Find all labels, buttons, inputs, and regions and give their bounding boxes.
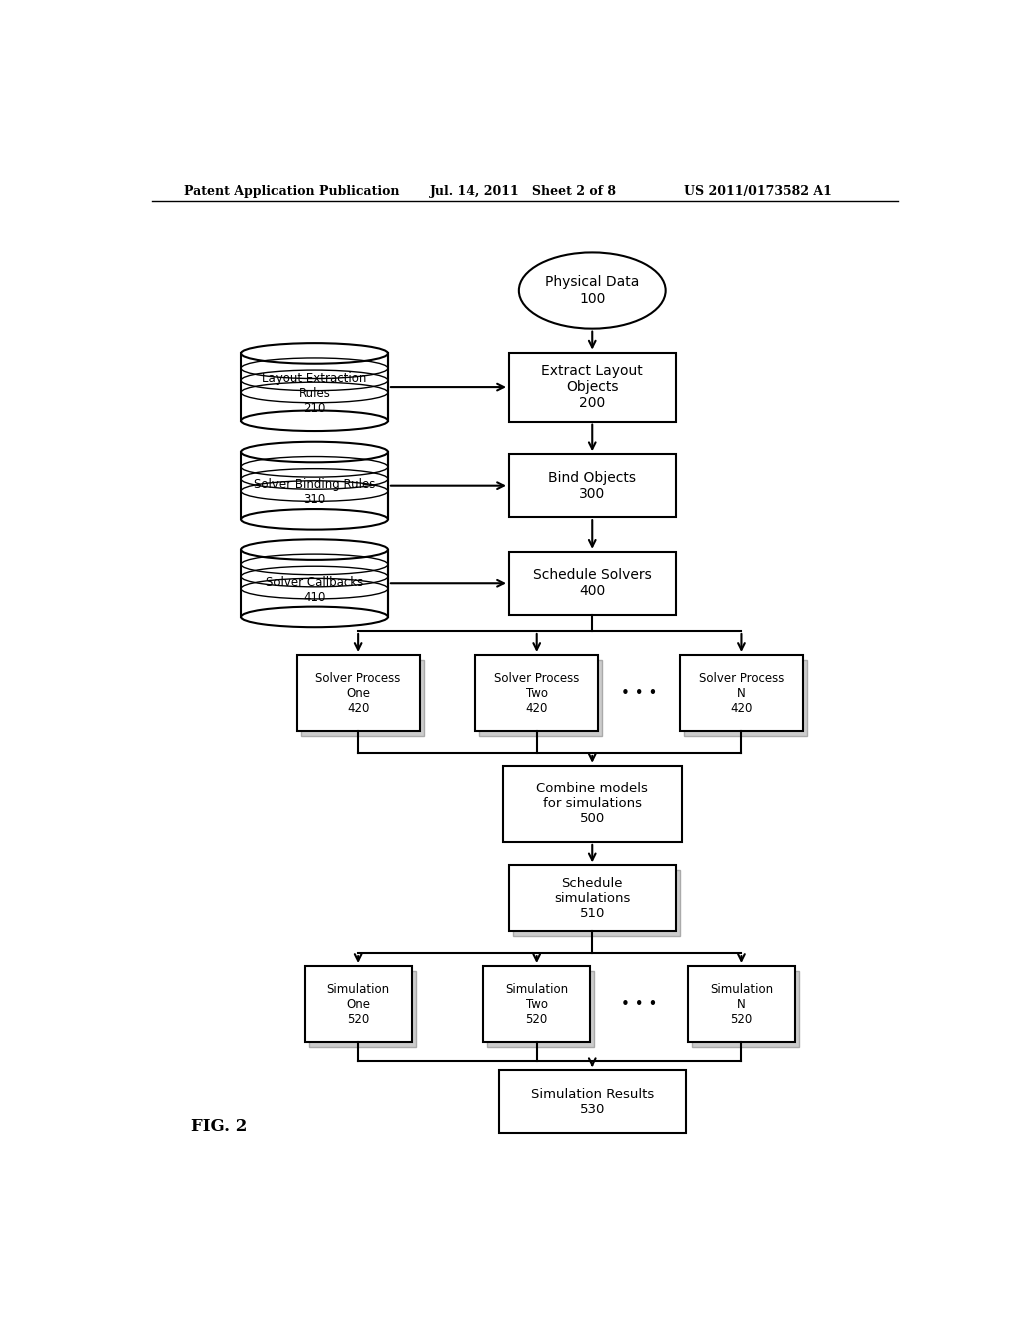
- Text: Extract Layout
Objects
200: Extract Layout Objects 200: [542, 364, 643, 411]
- Ellipse shape: [241, 607, 388, 627]
- FancyBboxPatch shape: [499, 1071, 685, 1133]
- FancyBboxPatch shape: [503, 766, 682, 842]
- Text: Layout Extraction
Rules
210: Layout Extraction Rules 210: [262, 372, 367, 416]
- Text: FIG. 2: FIG. 2: [191, 1118, 248, 1134]
- FancyBboxPatch shape: [509, 552, 676, 615]
- Text: Solver Callbacks
410: Solver Callbacks 410: [266, 576, 364, 605]
- Text: Physical Data
100: Physical Data 100: [545, 276, 639, 306]
- FancyBboxPatch shape: [509, 454, 676, 517]
- Text: Solver Process
One
420: Solver Process One 420: [315, 672, 400, 714]
- Ellipse shape: [241, 540, 388, 560]
- FancyBboxPatch shape: [297, 655, 420, 731]
- Text: Jul. 14, 2011   Sheet 2 of 8: Jul. 14, 2011 Sheet 2 of 8: [430, 185, 616, 198]
- FancyBboxPatch shape: [479, 660, 602, 737]
- Text: Patent Application Publication: Patent Application Publication: [183, 185, 399, 198]
- Text: Simulation
N
520: Simulation N 520: [710, 982, 773, 1026]
- Text: Solver Binding Rules
310: Solver Binding Rules 310: [254, 478, 375, 507]
- Ellipse shape: [241, 442, 388, 462]
- FancyBboxPatch shape: [304, 966, 412, 1043]
- FancyBboxPatch shape: [308, 972, 416, 1047]
- FancyBboxPatch shape: [684, 660, 807, 737]
- Ellipse shape: [241, 343, 388, 364]
- FancyBboxPatch shape: [688, 966, 795, 1043]
- Text: Simulation
Two
520: Simulation Two 520: [505, 982, 568, 1026]
- FancyBboxPatch shape: [513, 870, 680, 936]
- FancyBboxPatch shape: [692, 972, 799, 1047]
- FancyBboxPatch shape: [475, 655, 598, 731]
- Text: • • •: • • •: [621, 997, 657, 1011]
- Text: Simulation Results
530: Simulation Results 530: [530, 1088, 654, 1115]
- Text: Solver Process
N
420: Solver Process N 420: [698, 672, 784, 714]
- FancyBboxPatch shape: [487, 972, 594, 1047]
- FancyBboxPatch shape: [301, 660, 424, 737]
- Text: US 2011/0173582 A1: US 2011/0173582 A1: [684, 185, 831, 198]
- Ellipse shape: [241, 411, 388, 432]
- Text: Simulation
One
520: Simulation One 520: [327, 982, 390, 1026]
- Text: Schedule
simulations
510: Schedule simulations 510: [554, 876, 631, 920]
- Text: • • •: • • •: [621, 685, 657, 701]
- Text: Solver Process
Two
420: Solver Process Two 420: [494, 672, 580, 714]
- FancyBboxPatch shape: [483, 966, 590, 1043]
- Text: Bind Objects
300: Bind Objects 300: [548, 471, 636, 500]
- Text: Schedule Solvers
400: Schedule Solvers 400: [532, 568, 651, 598]
- Ellipse shape: [241, 510, 388, 529]
- FancyBboxPatch shape: [509, 352, 676, 421]
- FancyBboxPatch shape: [680, 655, 803, 731]
- Text: Combine models
for simulations
500: Combine models for simulations 500: [537, 783, 648, 825]
- FancyBboxPatch shape: [509, 866, 676, 932]
